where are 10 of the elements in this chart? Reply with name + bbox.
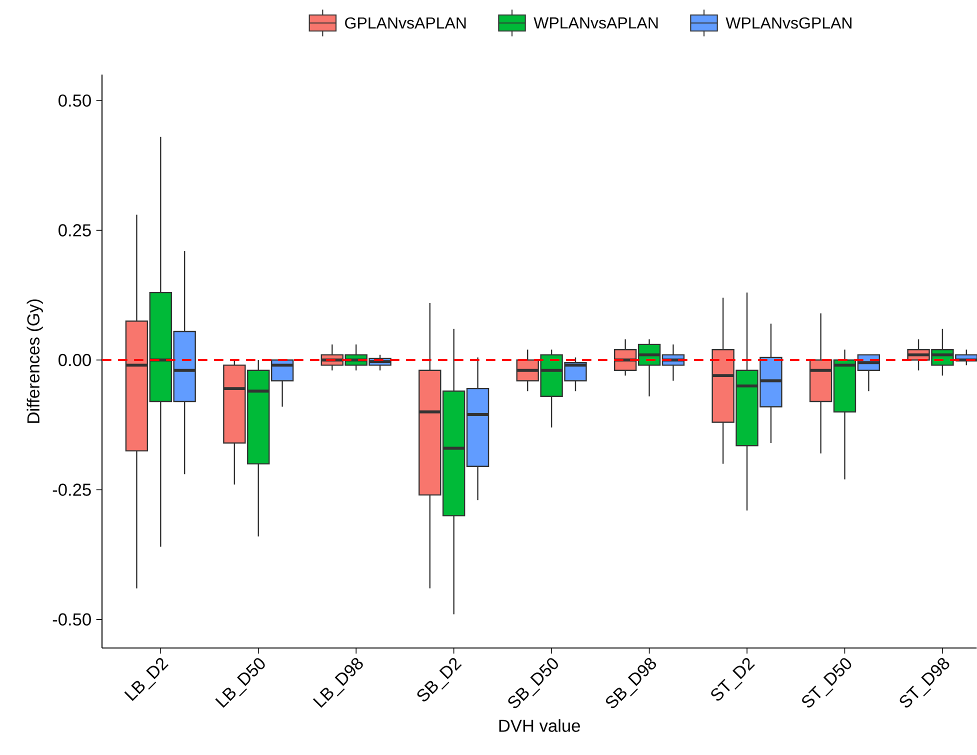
x-axis-title: DVH value: [499, 719, 580, 732]
y-tick-label: 0.50: [58, 94, 91, 107]
legend-label: WPLANvsGPLAN: [726, 17, 852, 29]
y-tick-label: -0.25: [52, 484, 91, 496]
y-tick-label: 0.00: [58, 354, 91, 366]
y-tick-label: -0.50: [52, 613, 91, 626]
legend-label: WPLANvsAPLAN: [534, 17, 658, 29]
y-axis-title: Differences (Gy): [26, 299, 43, 423]
legend-label: GPLANvsAPLAN: [345, 17, 466, 29]
y-tick-label: 0.25: [58, 224, 91, 236]
